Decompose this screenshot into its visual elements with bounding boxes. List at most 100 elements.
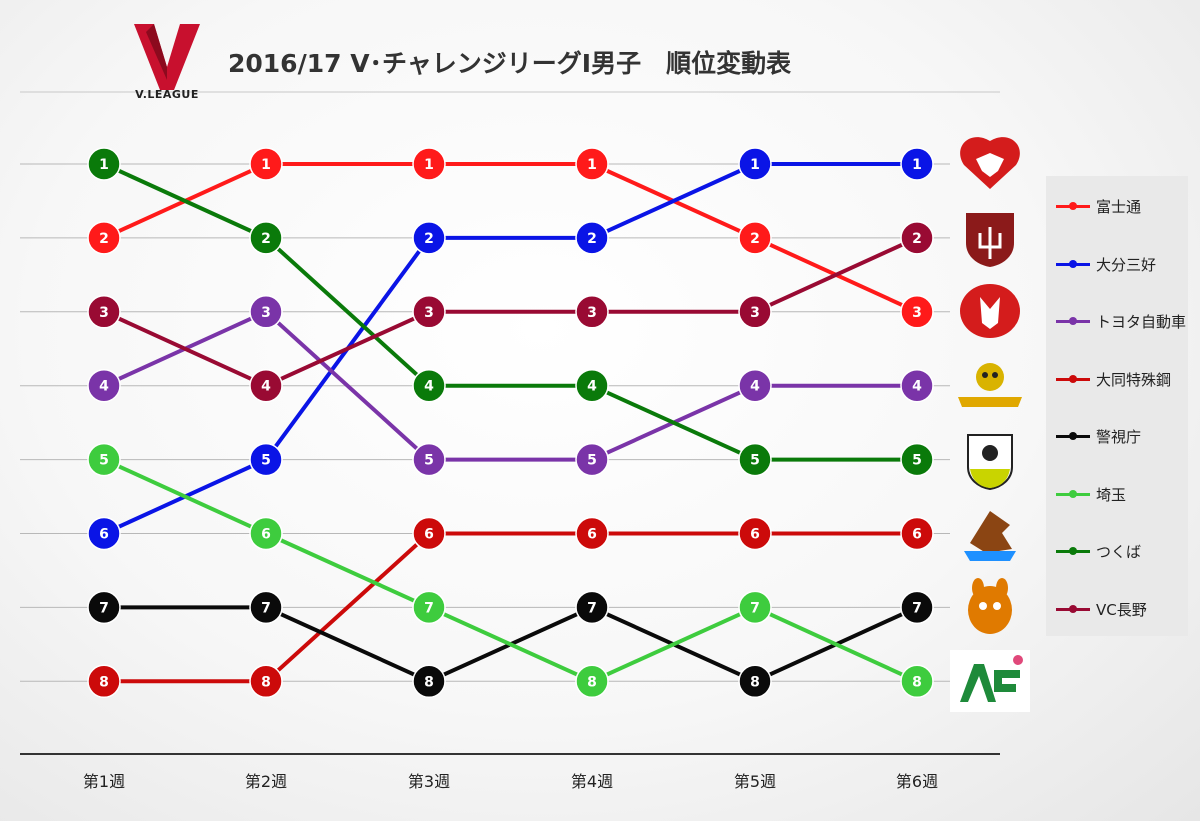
data-label: 8	[587, 674, 597, 690]
eagle-badge	[950, 503, 1030, 565]
logo-text: V.LEAGUE	[135, 88, 199, 101]
data-label: 6	[424, 527, 434, 543]
data-point	[738, 221, 772, 255]
data-label: 5	[912, 453, 922, 469]
data-point	[412, 442, 446, 477]
data-point	[575, 368, 609, 403]
vleague-logo-icon	[132, 22, 202, 102]
data-label: 8	[912, 674, 922, 690]
data-label: 5	[261, 453, 271, 469]
data-point	[87, 368, 121, 403]
data-label: 7	[424, 600, 434, 616]
series-line-3	[104, 531, 917, 684]
x-tick-label: 第1週	[83, 772, 125, 791]
legend-item: トヨタ自動車	[1046, 309, 1188, 333]
data-label: 4	[99, 379, 109, 395]
data-point	[738, 664, 772, 699]
x-tick-label: 第4週	[571, 772, 613, 791]
data-label: 3	[750, 305, 760, 321]
series-line-6	[103, 162, 917, 462]
legend-label: 富士通	[1096, 198, 1142, 216]
legend-label: 大分三好	[1096, 255, 1157, 274]
data-point	[87, 516, 121, 551]
data-point	[249, 368, 283, 403]
data-label: 4	[587, 379, 597, 395]
legend-item: つくば	[1046, 539, 1188, 563]
data-point	[87, 295, 121, 329]
legend-label: VC長野	[1096, 600, 1147, 619]
data-point	[249, 516, 283, 551]
data-point	[900, 147, 934, 181]
data-point	[87, 147, 121, 181]
legend-item: 埼玉	[1046, 482, 1188, 506]
legend-label: 大同特殊鋼	[1096, 370, 1172, 389]
data-point	[249, 664, 283, 699]
legend-swatch-dot	[1069, 432, 1077, 440]
data-label: 8	[424, 674, 434, 690]
data-label: 3	[424, 305, 434, 321]
data-point	[900, 516, 934, 551]
data-point	[575, 147, 609, 181]
legend-item: 警視庁	[1046, 424, 1188, 448]
series-line-0	[103, 162, 918, 314]
data-point	[900, 368, 934, 403]
data-label: 4	[424, 379, 434, 395]
data-label: 2	[587, 231, 597, 247]
legend-swatch-dot	[1069, 259, 1077, 268]
data-point	[900, 442, 934, 477]
data-point	[412, 368, 446, 403]
data-point	[738, 147, 772, 181]
data-label: 6	[261, 527, 271, 543]
data-label: 5	[587, 453, 597, 469]
data-label: 4	[750, 379, 760, 395]
data-point	[738, 442, 772, 477]
data-point	[412, 664, 446, 699]
data-point	[412, 221, 446, 255]
hawk-badge	[950, 355, 1030, 417]
data-label: 1	[261, 157, 271, 173]
data-label: 1	[424, 157, 434, 173]
data-label: 2	[750, 231, 760, 247]
data-point	[900, 221, 934, 255]
data-label: 6	[587, 527, 597, 543]
data-label: 1	[750, 157, 760, 173]
x-tick-label: 第3週	[408, 772, 450, 791]
data-label: 7	[261, 600, 271, 616]
data-point	[249, 147, 283, 181]
data-label: 2	[912, 231, 922, 247]
data-label: 3	[99, 305, 109, 321]
data-point	[249, 442, 283, 477]
data-label: 6	[99, 527, 109, 543]
legend-label: トヨタ自動車	[1096, 313, 1187, 331]
legend: 富士通大分三好トヨタ自動車 大同特殊鋼警視庁埼玉つくば VC長野	[1046, 176, 1188, 636]
data-label: 7	[587, 600, 597, 616]
data-point	[575, 442, 609, 477]
trident-shield-badge	[950, 207, 1030, 269]
legend-item: 大分三好	[1046, 252, 1188, 276]
legend-swatch-dot	[1069, 604, 1077, 613]
legend-swatch-dot	[1069, 202, 1077, 210]
series-line-7	[103, 236, 918, 388]
data-label: 7	[99, 600, 109, 616]
data-point	[87, 221, 121, 255]
data-point	[412, 147, 446, 181]
legend-item: VC長野	[1046, 597, 1188, 621]
legend-swatch-dot	[1069, 317, 1077, 325]
data-label: 5	[424, 453, 434, 469]
data-label: 1	[912, 157, 922, 173]
data-point	[87, 442, 121, 477]
data-point	[738, 368, 772, 403]
data-label: 8	[99, 674, 109, 690]
legend-item: 富士通	[1046, 194, 1188, 218]
legend-swatch-dot	[1069, 374, 1077, 383]
legend-label: 警視庁	[1096, 428, 1142, 446]
data-point	[249, 590, 283, 625]
data-point	[738, 295, 772, 329]
gaia-shield-badge	[950, 429, 1030, 491]
data-label: 6	[912, 527, 922, 543]
x-tick-label: 第6週	[896, 772, 938, 791]
x-tick-label: 第2週	[245, 772, 287, 791]
data-label: 5	[750, 453, 760, 469]
data-label: 8	[261, 674, 271, 690]
data-point	[412, 516, 446, 551]
